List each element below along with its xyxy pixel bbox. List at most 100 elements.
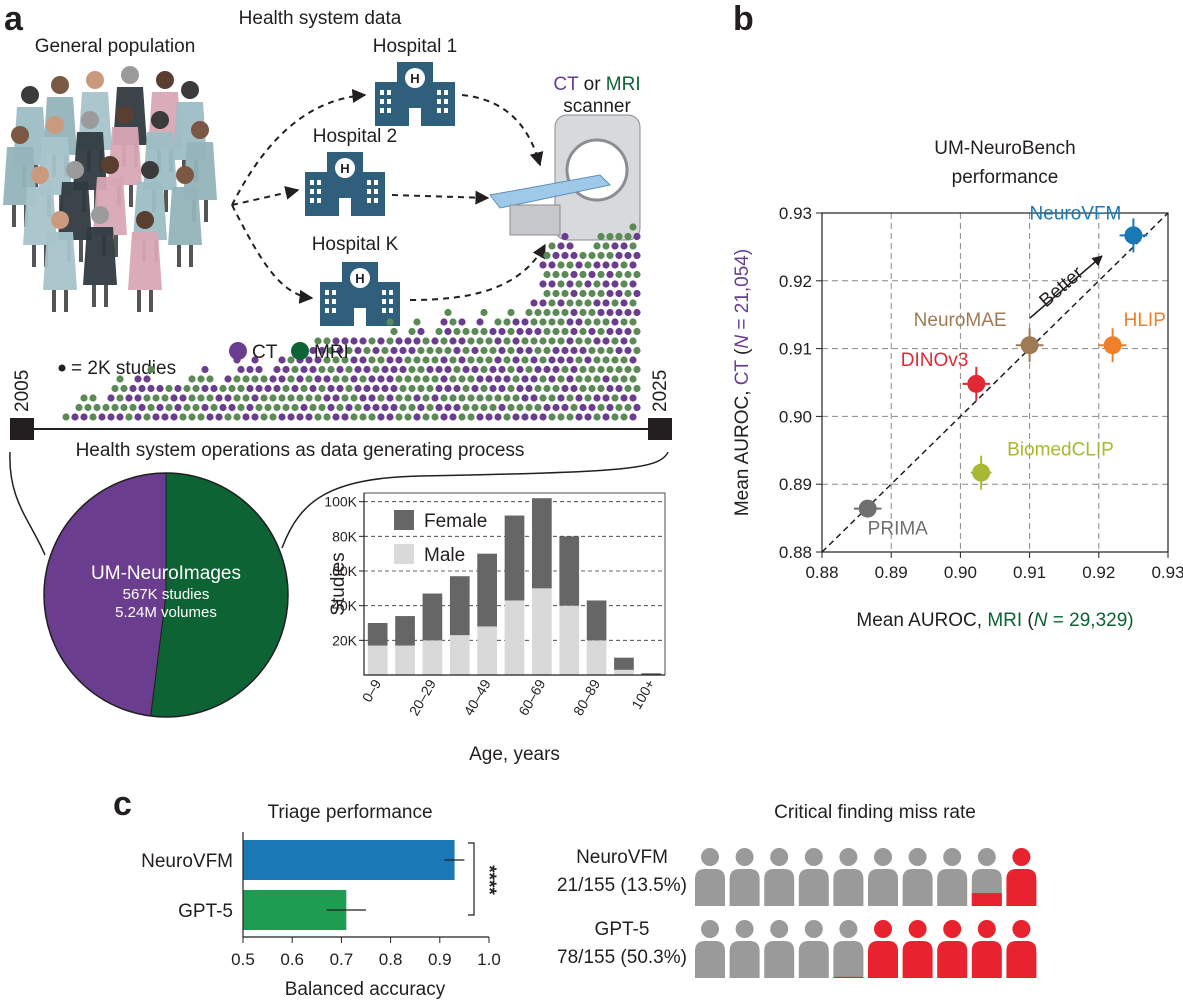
study-dot: [395, 337, 403, 345]
study-dot: [372, 403, 380, 412]
head: [91, 206, 109, 224]
study-dot: [444, 346, 452, 355]
bar-segment: [504, 600, 525, 675]
study-dot: [269, 413, 277, 421]
door: [339, 198, 351, 216]
study-dot: [593, 299, 601, 307]
study-dot: [282, 365, 290, 374]
study-dot: [629, 299, 637, 307]
study-dot: [386, 318, 394, 326]
study-dot: [498, 403, 506, 412]
study-dot: [296, 394, 304, 402]
bar-segment: [532, 588, 552, 675]
hospital: H: [375, 62, 455, 126]
study-dot: [282, 384, 290, 393]
study-dot: [507, 346, 515, 355]
study-dot: [350, 375, 358, 383]
study-dot: [566, 318, 574, 326]
study-dot: [633, 327, 641, 336]
arrow: [461, 94, 544, 167]
study-dot: [269, 394, 277, 402]
hospital: H: [305, 152, 385, 216]
legend-swatch: [291, 342, 309, 360]
study-dot: [552, 308, 560, 317]
study-dot: [503, 356, 511, 364]
study-dot: [260, 394, 268, 402]
x-tick-label: 0–9: [359, 676, 385, 704]
x-axis-label: Age, years: [469, 744, 560, 765]
study-dot: [534, 365, 542, 374]
study-dot: [170, 413, 178, 421]
study-dot: [561, 308, 569, 317]
study-dot: [570, 346, 578, 355]
study-dot: [192, 403, 200, 412]
study-dot: [602, 261, 610, 269]
x-tick-label: 0.93: [1151, 563, 1183, 582]
better-arrow: [1029, 255, 1103, 319]
study-dot: [395, 375, 403, 383]
study-dot: [561, 384, 569, 393]
study-dot: [251, 413, 259, 421]
study-dot: [278, 413, 286, 421]
study-dot: [291, 384, 299, 393]
study-dot: [399, 384, 407, 393]
study-dot: [597, 270, 605, 279]
category-label: GPT-5: [178, 901, 233, 922]
study-dot: [246, 384, 254, 393]
study-dot: [633, 365, 641, 374]
study-dot: [503, 318, 511, 326]
icon-body: [868, 869, 898, 906]
study-dot: [498, 327, 506, 336]
study-dot: [71, 413, 79, 421]
icon-head: [770, 848, 789, 866]
study-dot: [323, 375, 331, 383]
study-dot: [458, 394, 466, 402]
study-dot: [557, 280, 565, 288]
study-dot: [575, 318, 583, 326]
study-dot: [561, 346, 569, 355]
window: [444, 108, 448, 113]
y-tick-label: 100K: [324, 494, 357, 510]
study-dot: [597, 251, 605, 260]
study-dot: [291, 365, 299, 374]
study-dot: [615, 403, 623, 412]
study-dot: [588, 365, 596, 374]
study-dot: [566, 413, 574, 421]
legend-swatch: [229, 342, 247, 360]
x-tick-label: 0.92: [1082, 563, 1115, 582]
study-dot: [620, 261, 628, 269]
study-dot: [363, 365, 371, 374]
study-dot: [584, 261, 592, 269]
chart-title: performance: [952, 167, 1059, 188]
bar-segment: [449, 635, 470, 675]
window: [387, 99, 391, 104]
study-dot: [435, 327, 443, 336]
study-dot: [611, 299, 619, 307]
study-dot: [584, 394, 592, 402]
study-dot: [404, 356, 412, 364]
h-symbol: H: [340, 161, 349, 176]
study-dot: [566, 394, 574, 402]
icon-head: [943, 848, 962, 866]
study-dot: [179, 394, 187, 402]
cross-badge: [405, 68, 425, 88]
study-dot: [615, 365, 623, 374]
study-dot: [287, 356, 295, 364]
window: [382, 290, 386, 295]
study-dot: [494, 337, 502, 345]
bar-segment: [477, 626, 497, 675]
study-dot: [260, 375, 268, 383]
study-dot: [449, 375, 457, 383]
timeline-end: 2025: [650, 370, 671, 412]
study-dot: [309, 365, 317, 374]
y-tick-label: 0.92: [779, 272, 812, 291]
timeline-start: 2005: [12, 370, 33, 412]
study-dot: [606, 289, 614, 298]
study-dot: [444, 384, 452, 393]
study-dot: [543, 251, 551, 260]
study-dot: [606, 346, 614, 355]
person: [128, 211, 162, 312]
study-dot: [633, 308, 641, 317]
study-dot: [368, 394, 376, 402]
